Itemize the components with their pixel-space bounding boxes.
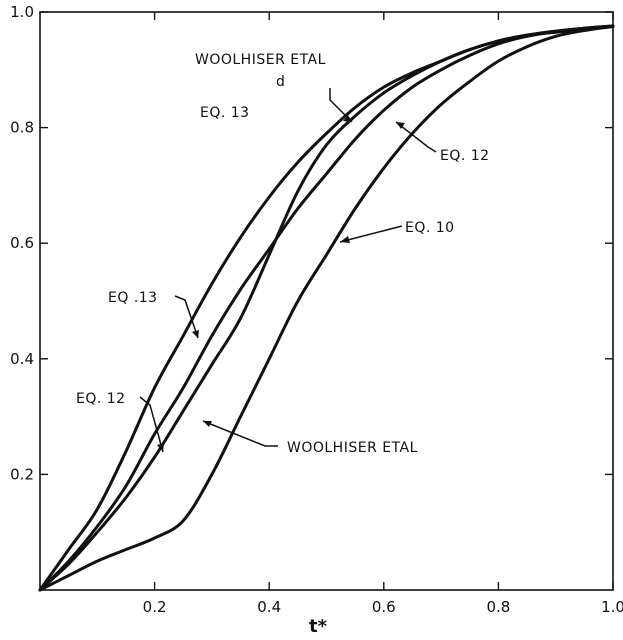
arrowhead-eq13-left [192,330,199,338]
x-tick-label: 1.0 [601,598,623,616]
annotation-woolhiser-top: WOOLHISER ETAL [195,52,326,68]
y-tick-label: 0.2 [10,465,34,483]
arrowhead-eq12-left [157,443,164,452]
arrow-eq10 [339,225,403,243]
y-tick-label: 0.4 [10,350,34,368]
arrowhead-eq12-top [396,122,405,129]
y-tick-label: 1.0 [10,3,34,21]
annotation-eq12-left: EQ. 12 [76,391,126,407]
arrowhead-eq10 [340,236,350,243]
y-tick-label: 0.6 [10,234,34,252]
series-line-eq-12-1 [38,24,615,592]
annotation-eq13-left: EQ .13 [108,290,158,306]
annotations: WOOLHISER ETAL d EQ. 13 EQ. 12 EQ. 10 EQ… [76,52,490,456]
arrow-eq12-top [395,121,437,153]
arrow-eq12-left [139,396,164,453]
axis-ticks: 0.2 0.4 0.6 0.8 1.0 0.2 0.4 0.6 0.8 1.0 [10,3,623,616]
series-layer [38,24,615,592]
arrowhead-woolhiser-top [343,115,352,122]
x-axis-label: t* [309,616,328,637]
arrow-woolhiser-top [329,88,353,123]
annotation-eq10: EQ. 10 [405,220,455,236]
arrow-woolhiser-bottom [202,420,278,447]
annotation-woolhiser-bottom: WOOLHISER ETAL [287,440,418,456]
x-tick-label: 0.2 [143,598,167,616]
series-line-woolhiser-etal-2 [38,25,615,592]
annotation-eq13-top: EQ. 13 [200,105,250,121]
plot-frame [39,11,614,591]
plot-border [39,11,614,591]
x-tick-label: 0.6 [372,598,396,616]
arrowhead-woolhiser-bottom [203,421,212,427]
annotation-eq12-top: EQ. 12 [440,148,490,164]
annotation-woolhiser-d: d [276,74,285,90]
arrow-eq13-left [174,295,199,339]
series-line-eq-13-0 [38,25,615,592]
x-tick-label: 0.8 [486,598,510,616]
y-tick-label: 0.8 [10,119,34,137]
series-line-eq-10-3 [38,25,615,592]
x-tick-label: 0.4 [257,598,281,616]
